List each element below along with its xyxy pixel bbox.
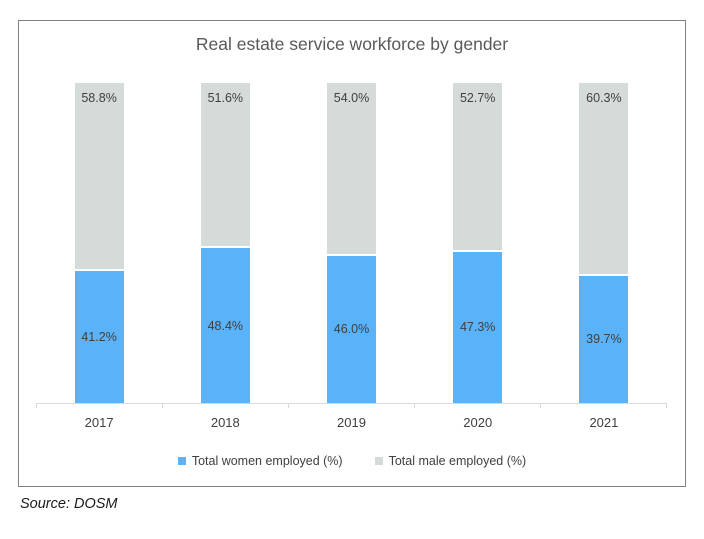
bar-segment-male: 58.8%	[74, 83, 124, 272]
legend-label: Total women employed (%)	[191, 454, 343, 468]
x-axis-label: 2021	[589, 415, 619, 430]
x-axis-label: 2018	[210, 415, 240, 430]
bar-column: 58.8% 41.2%	[36, 83, 162, 403]
x-axis-label: 2020	[463, 415, 493, 430]
bar-segment-male: 54.0%	[327, 83, 376, 256]
bar-segment-women: 46.0%	[327, 255, 376, 403]
x-axis-label: 2017	[84, 415, 114, 430]
chart-title: Real estate service workforce by gender	[195, 34, 509, 54]
legend-item: Total male employed (%)	[374, 454, 527, 468]
bar-data-label: 54.0%	[333, 91, 370, 106]
bar-column: 52.7% 47.3%	[415, 83, 541, 403]
bar-data-label: 41.2%	[81, 330, 117, 345]
axis-tick	[540, 404, 666, 408]
bar-data-label: 48.4%	[207, 318, 244, 333]
bar-data-label: 46.0%	[333, 322, 370, 337]
x-axis-labels: 2017 2018 2019 2020 2021	[36, 408, 667, 430]
stacked-bar: 60.3% 39.7%	[579, 83, 629, 403]
x-axis-ticks	[36, 404, 667, 408]
stacked-bar: 51.6% 48.4%	[200, 83, 250, 403]
stacked-bar: 58.8% 41.2%	[74, 83, 124, 403]
legend-item: Total women employed (%)	[177, 454, 343, 468]
bar-data-label: 51.6%	[207, 91, 244, 106]
bar-column: 60.3% 39.7%	[541, 83, 667, 403]
axis-tick	[288, 404, 414, 408]
legend-swatch-icon	[374, 457, 383, 465]
legend-swatch-icon	[177, 457, 186, 465]
legend-label: Total male employed (%)	[388, 454, 527, 468]
bar-segment-women: 41.2%	[74, 271, 124, 403]
bar-data-label: 58.8%	[81, 91, 117, 106]
bar-data-label: 52.7%	[459, 91, 496, 106]
axis-tick	[162, 404, 288, 408]
chart-panel: Real estate service workforce by gender …	[18, 20, 686, 487]
axis-tick	[36, 404, 162, 408]
bar-segment-women: 39.7%	[579, 275, 629, 403]
axis-tick	[414, 404, 540, 408]
x-axis-label: 2019	[337, 415, 366, 430]
bar-data-label: 39.7%	[586, 332, 622, 347]
bar-segment-women: 48.4%	[200, 248, 250, 403]
bar-segment-male: 60.3%	[579, 83, 629, 276]
stacked-bar: 54.0% 46.0%	[327, 83, 376, 403]
bar-segment-male: 52.7%	[453, 83, 503, 252]
bar-segment-male: 51.6%	[200, 83, 250, 249]
bar-column: 51.6% 48.4%	[162, 83, 288, 403]
stacked-bar: 52.7% 47.3%	[453, 83, 503, 403]
bars-area: 58.8% 41.2% 51.6% 48.4% 54.0% 46.0% 52.7% 47.3%…	[36, 83, 667, 404]
bar-segment-women: 47.3%	[453, 251, 503, 403]
bar-column: 54.0% 46.0%	[288, 83, 414, 403]
legend: Total women employed (%) Total male emplo…	[19, 454, 685, 468]
bar-data-label: 47.3%	[459, 320, 496, 335]
plot-area: 58.8% 41.2% 51.6% 48.4% 54.0% 46.0% 52.7% 47.3%…	[36, 83, 667, 430]
bar-data-label: 60.3%	[586, 91, 622, 106]
source-note: Source: DOSM	[20, 496, 118, 512]
